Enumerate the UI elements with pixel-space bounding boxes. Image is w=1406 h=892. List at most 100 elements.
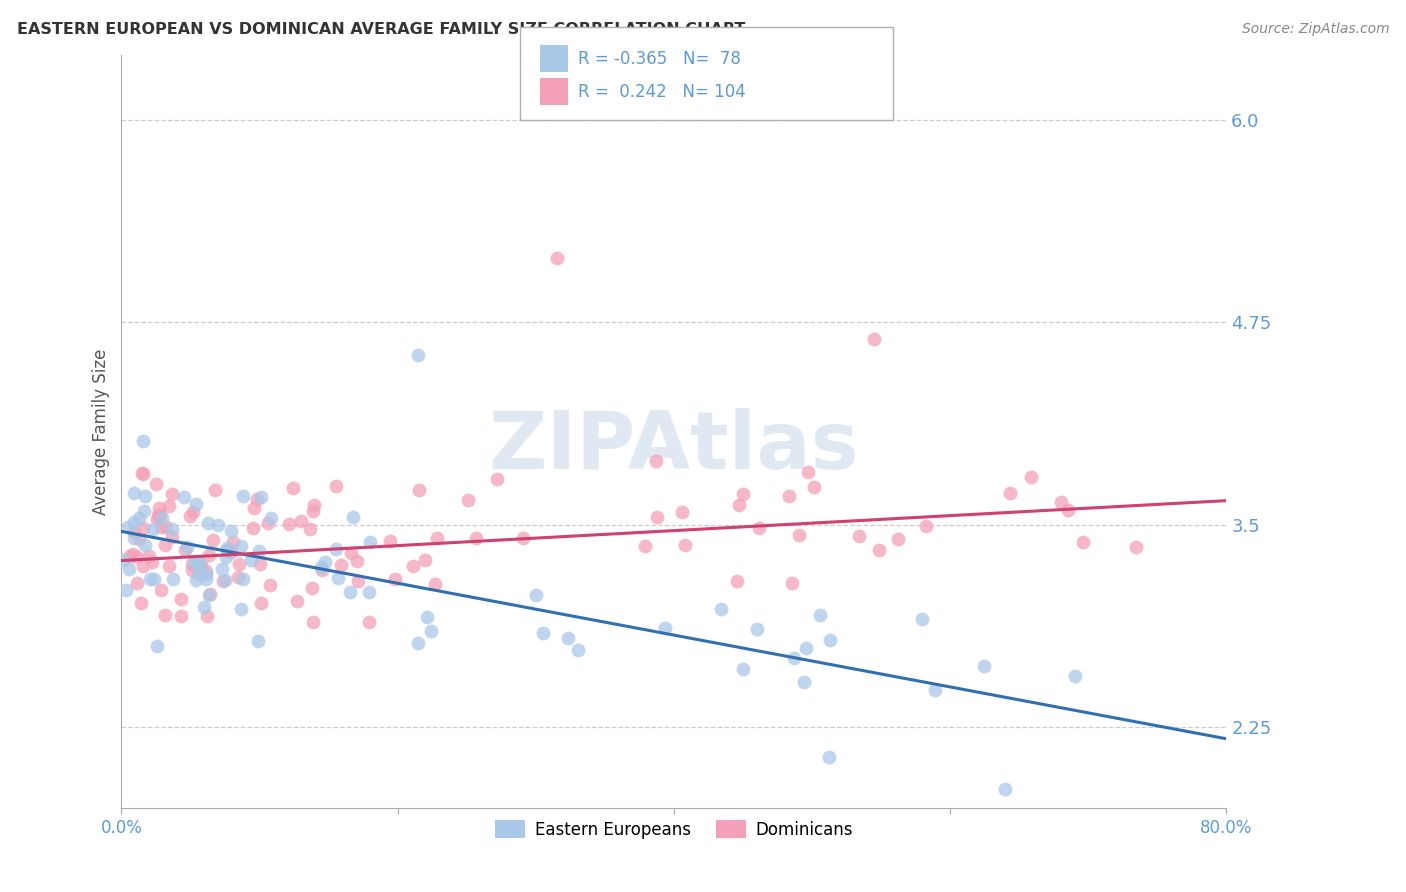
Point: [148, 500, 170, 515]
Point: [302, 615, 325, 629]
Point: [546, 251, 568, 265]
Point: [183, 555, 205, 569]
Point: [346, 554, 368, 568]
Point: [232, 572, 254, 586]
Point: [524, 588, 547, 602]
Point: [557, 632, 579, 646]
Point: [413, 553, 436, 567]
Point: [748, 521, 770, 535]
Point: [207, 518, 229, 533]
Point: [325, 479, 347, 493]
Point: [190, 558, 212, 572]
Point: [1071, 535, 1094, 549]
Point: [290, 514, 312, 528]
Point: [328, 571, 350, 585]
Point: [122, 486, 145, 500]
Point: [359, 585, 381, 599]
Point: [187, 557, 209, 571]
Point: [1000, 486, 1022, 500]
Point: [256, 516, 278, 530]
Point: [152, 511, 174, 525]
Point: [173, 542, 195, 557]
Point: [887, 532, 910, 546]
Point: [176, 540, 198, 554]
Point: [157, 500, 180, 514]
Point: [115, 582, 138, 597]
Point: [217, 543, 239, 558]
Point: [170, 591, 193, 606]
Point: [924, 683, 946, 698]
Point: [728, 499, 751, 513]
Point: [132, 467, 155, 481]
Point: [132, 520, 155, 534]
Point: [153, 607, 176, 622]
Point: [128, 510, 150, 524]
Point: [160, 487, 183, 501]
Point: [794, 640, 817, 655]
Point: [221, 534, 243, 549]
Point: [226, 570, 249, 584]
Point: [228, 557, 250, 571]
Point: [260, 511, 283, 525]
Point: [128, 532, 150, 546]
Point: [710, 602, 733, 616]
Point: [808, 607, 831, 622]
Point: [181, 557, 204, 571]
Point: [512, 531, 534, 545]
Point: [340, 546, 363, 560]
Point: [725, 574, 748, 588]
Point: [567, 643, 589, 657]
Point: [134, 489, 156, 503]
Point: [214, 550, 236, 565]
Point: [146, 508, 169, 522]
Point: [170, 608, 193, 623]
Point: [1064, 668, 1087, 682]
Point: [142, 523, 165, 537]
Point: [217, 541, 239, 555]
Point: [124, 515, 146, 529]
Point: [197, 588, 219, 602]
Point: [302, 503, 325, 517]
Point: [193, 600, 215, 615]
Point: [229, 539, 252, 553]
Point: [240, 553, 263, 567]
Legend: Eastern Europeans, Dominicans: Eastern Europeans, Dominicans: [488, 814, 860, 846]
Point: [155, 538, 177, 552]
Point: [378, 533, 401, 548]
Point: [198, 549, 221, 563]
Point: [423, 577, 446, 591]
Point: [125, 549, 148, 564]
Point: [1019, 470, 1042, 484]
Point: [671, 504, 693, 518]
Point: [229, 602, 252, 616]
Point: [285, 594, 308, 608]
Point: [184, 573, 207, 587]
Point: [793, 674, 815, 689]
Point: [195, 572, 218, 586]
Point: [339, 584, 361, 599]
Point: [122, 524, 145, 539]
Point: [745, 622, 768, 636]
Point: [202, 533, 225, 547]
Point: [195, 609, 218, 624]
Point: [384, 572, 406, 586]
Point: [138, 572, 160, 586]
Point: [531, 626, 554, 640]
Point: [134, 538, 156, 552]
Point: [419, 624, 441, 638]
Point: [426, 531, 449, 545]
Point: [150, 583, 173, 598]
Point: [457, 493, 479, 508]
Point: [304, 498, 326, 512]
Point: [416, 610, 439, 624]
Point: [277, 517, 299, 532]
Point: [194, 566, 217, 581]
Text: R = -0.365   N=  78: R = -0.365 N= 78: [578, 50, 741, 68]
Point: [911, 612, 934, 626]
Point: [188, 567, 211, 582]
Point: [634, 539, 657, 553]
Point: [131, 466, 153, 480]
Point: [149, 508, 172, 522]
Point: [141, 555, 163, 569]
Point: [485, 472, 508, 486]
